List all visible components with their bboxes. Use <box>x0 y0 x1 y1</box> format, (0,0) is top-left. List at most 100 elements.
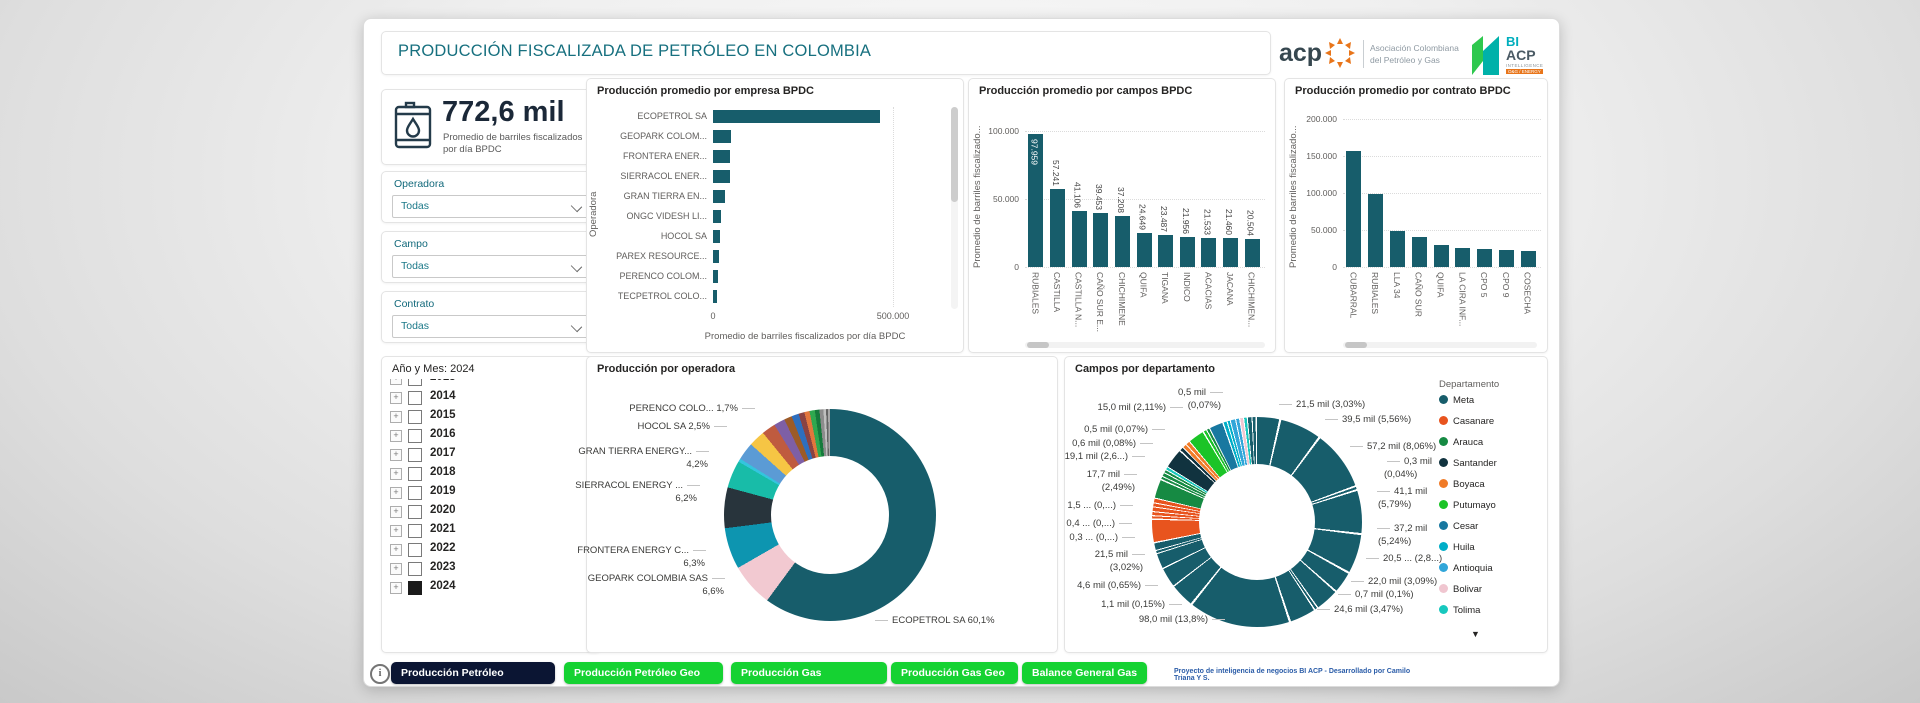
bar-LLA 34[interactable] <box>1389 231 1405 267</box>
bar-TIGANA[interactable] <box>1158 235 1174 267</box>
category-label: CASTILLA N... <box>1073 272 1084 328</box>
info-icon[interactable]: i <box>370 664 390 684</box>
expand-icon[interactable]: + <box>390 582 402 594</box>
category-label: HOCOL SA <box>660 231 707 241</box>
bar-CPO 9[interactable] <box>1498 249 1514 267</box>
filter-dropdown-contrato[interactable]: Todas <box>392 315 590 338</box>
expand-icon[interactable]: + <box>390 392 402 404</box>
year-checkbox-2022[interactable] <box>408 543 422 557</box>
expand-icon[interactable]: + <box>390 563 402 575</box>
tab-producción-petróleo[interactable]: Producción Petróleo <box>391 662 555 684</box>
expand-icon[interactable]: + <box>390 449 402 461</box>
legend-item-cesar[interactable]: Cesar <box>1439 521 1478 532</box>
contrato-scrollbar[interactable] <box>1343 342 1537 348</box>
legend-scroll-down-icon[interactable]: ▼ <box>1471 629 1480 639</box>
bar-CPO 5[interactable] <box>1477 249 1493 267</box>
year-checkbox-2024[interactable] <box>408 581 422 595</box>
departamento-donut-chart[interactable] <box>1152 417 1362 627</box>
bar-ECOPETROL SA[interactable] <box>713 110 881 123</box>
category-label: SIERRACOL ENER... <box>620 171 707 181</box>
chart-contrato-card: Producción promedio por contrato BPDC Pr… <box>1284 78 1548 353</box>
bar-LA CIRA INF...[interactable] <box>1455 247 1471 267</box>
bar-GEOPARK COLOM...[interactable] <box>713 130 731 143</box>
year-checkbox-2013[interactable] <box>408 379 422 386</box>
bar-RUBIALES[interactable] <box>1368 194 1384 267</box>
bar-SIERRACOL ENER...[interactable] <box>713 170 730 183</box>
data-label: ECOPETROL SA 60,1% <box>875 615 995 626</box>
legend-item-antioquia[interactable]: Antioquia <box>1439 563 1493 574</box>
bar-FRONTERA ENER...[interactable] <box>713 150 731 163</box>
legend-item-huila[interactable]: Huila <box>1439 542 1475 553</box>
kpi-label: Promedio de barriles fiscalizados por dí… <box>443 132 583 156</box>
year-checkbox-2020[interactable] <box>408 505 422 519</box>
campos-scrollbar[interactable] <box>1025 342 1265 348</box>
legend-item-tolima[interactable]: Tolima <box>1439 605 1480 616</box>
year-checkbox-2016[interactable] <box>408 429 422 443</box>
year-checkbox-2021[interactable] <box>408 524 422 538</box>
legend-item-boyaca[interactable]: Boyaca <box>1439 479 1485 490</box>
year-row-2020: +2020 <box>386 502 584 521</box>
y-tick: 0 <box>1014 262 1019 272</box>
expand-icon[interactable]: + <box>390 468 402 480</box>
expand-icon[interactable]: + <box>390 411 402 423</box>
data-label: 6,2% <box>675 493 697 504</box>
bar-ONGC VIDESH LI...[interactable] <box>713 210 721 223</box>
bar-CASTILLA[interactable] <box>1049 189 1065 267</box>
expand-icon[interactable]: + <box>390 525 402 537</box>
expand-icon[interactable]: + <box>390 544 402 556</box>
value-label: 21.460 <box>1224 208 1235 235</box>
bar-CASTILLA N...[interactable] <box>1071 211 1087 267</box>
bar-QUIFA[interactable] <box>1433 244 1449 267</box>
tab-producción-petróleo-geo[interactable]: Producción Petróleo Geo <box>564 662 723 684</box>
bar-CHICHIMENE[interactable] <box>1114 216 1130 267</box>
empresa-scrollbar[interactable] <box>951 107 958 309</box>
year-checkbox-2018[interactable] <box>408 467 422 481</box>
tab-balance-general-gas[interactable]: Balance General Gas <box>1022 662 1147 684</box>
bar-INDICO[interactable] <box>1179 237 1195 267</box>
bar-HOCOL SA[interactable] <box>713 230 720 243</box>
bar-PAREX RESOURCE...[interactable] <box>713 250 720 263</box>
filter-dropdown-campo[interactable]: Todas <box>392 255 590 278</box>
legend-item-putumayo[interactable]: Putumayo <box>1439 500 1496 511</box>
legend-item-santander[interactable]: Santander <box>1439 458 1497 469</box>
year-checkbox-2017[interactable] <box>408 448 422 462</box>
bar-QUIFA[interactable] <box>1136 233 1152 267</box>
bar-CUBARRAL[interactable] <box>1346 151 1362 267</box>
legend-item-bolivar[interactable]: Bolivar <box>1439 584 1482 595</box>
data-label: 57,2 mil (8,06%) <box>1350 441 1436 452</box>
tab-producción-gas-geo[interactable]: Producción Gas Geo <box>891 662 1018 684</box>
bar-RUBIALES[interactable] <box>1028 133 1044 267</box>
expand-icon[interactable]: + <box>390 430 402 442</box>
data-label: 21,5 mil <box>1095 549 1145 560</box>
tab-producción-gas[interactable]: Producción Gas <box>731 662 887 684</box>
bar-COSECHA[interactable] <box>1520 251 1536 267</box>
bar-ACACIAS[interactable] <box>1201 237 1217 267</box>
chevron-down-icon <box>570 200 583 213</box>
operadora-donut-chart[interactable] <box>724 409 936 621</box>
bar-JACANA[interactable] <box>1223 237 1239 267</box>
bar-CAÑO SUR[interactable] <box>1411 237 1427 267</box>
bar-GRAN TIERRA EN...[interactable] <box>713 190 725 203</box>
filter-dropdown-operadora[interactable]: Todas <box>392 195 590 218</box>
bar-PERENCO COLOM...[interactable] <box>713 270 718 283</box>
bar-CHICHIMEN...[interactable] <box>1244 239 1260 267</box>
legend-label: Boyaca <box>1453 479 1485 490</box>
bar-TECPETROL COLO...[interactable] <box>713 290 717 303</box>
expand-icon[interactable]: + <box>390 379 402 385</box>
expand-icon[interactable]: + <box>390 506 402 518</box>
year-checkbox-2014[interactable] <box>408 391 422 405</box>
value-label: 39.453 <box>1094 184 1105 211</box>
y-tick: 50.000 <box>993 194 1019 204</box>
bar-CAÑO SUR E...[interactable] <box>1093 213 1109 267</box>
year-checkbox-2019[interactable] <box>408 486 422 500</box>
year-checkbox-2023[interactable] <box>408 562 422 576</box>
legend-item-meta[interactable]: Meta <box>1439 395 1474 406</box>
y-tick: 50.000 <box>1311 225 1337 235</box>
donut-hole <box>1199 464 1315 580</box>
donut-hole <box>771 456 889 574</box>
legend-item-casanare[interactable]: Casanare <box>1439 416 1494 427</box>
filter-label: Campo <box>394 238 428 250</box>
legend-item-arauca[interactable]: Arauca <box>1439 437 1483 448</box>
year-checkbox-2015[interactable] <box>408 410 422 424</box>
expand-icon[interactable]: + <box>390 487 402 499</box>
